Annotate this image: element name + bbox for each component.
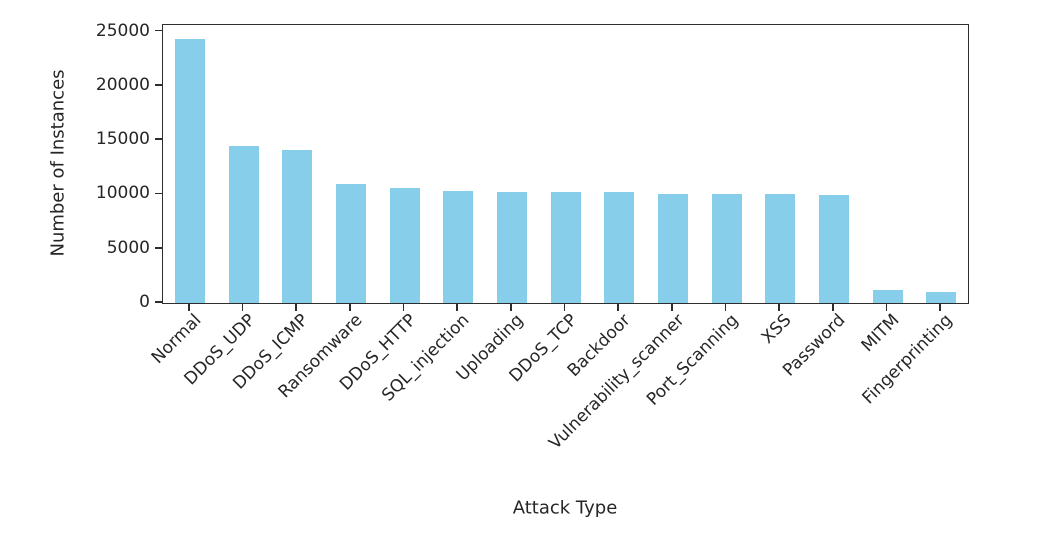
bar-ddos_udp	[228, 145, 259, 303]
y-tick-mark	[155, 29, 162, 32]
x-tick-mark	[885, 303, 888, 311]
x-tick-mark	[295, 303, 298, 311]
x-tick-mark	[778, 303, 781, 311]
x-tick-mark	[939, 303, 942, 311]
y-tick-mark	[155, 301, 162, 303]
x-tick-mark	[724, 303, 727, 311]
x-tick-mark	[348, 303, 351, 311]
bar-vulnerability_scanner	[657, 193, 688, 303]
y-tick-mark	[155, 192, 162, 195]
bar-backdoor	[604, 192, 635, 303]
y-tick-label-0: 0	[139, 292, 150, 312]
bar-ddos_http	[389, 188, 420, 303]
x-tick-mark	[402, 303, 405, 311]
bar-xss	[765, 193, 796, 303]
y-tick-label-5000: 5000	[106, 237, 150, 258]
bar-uploading	[496, 191, 527, 303]
x-tick-mark	[563, 303, 566, 311]
x-tick-mark	[241, 303, 244, 311]
bar-port_scanning	[711, 193, 742, 303]
plot-area	[162, 24, 969, 304]
x-tick-mark	[831, 303, 834, 311]
y-axis-title: Number of Instances	[47, 69, 69, 257]
bar-ransomware	[335, 184, 366, 303]
bar-sql_injection	[443, 191, 474, 303]
x-tick-mark	[670, 303, 673, 311]
bar-fingerprinting	[926, 292, 957, 303]
y-tick-mark	[155, 246, 162, 249]
bar-mitm	[872, 289, 903, 303]
bar-normal	[174, 39, 205, 303]
x-tick-mark	[187, 303, 190, 311]
bar-ddos_tcp	[550, 191, 581, 303]
y-tick-label-20000: 20000	[95, 74, 150, 95]
y-tick-mark	[155, 138, 162, 140]
x-tick-mark	[509, 303, 512, 311]
y-tick-label-15000: 15000	[95, 129, 150, 150]
y-tick-label-25000: 25000	[95, 20, 150, 41]
bar-ddos_icmp	[282, 150, 313, 303]
x-tick-mark	[456, 303, 459, 311]
x-axis-title: Attack Type	[512, 497, 618, 519]
x-tick-mark	[617, 303, 620, 311]
y-tick-label-10000: 10000	[95, 183, 150, 204]
y-tick-mark	[155, 83, 162, 86]
bar-password	[818, 194, 849, 303]
